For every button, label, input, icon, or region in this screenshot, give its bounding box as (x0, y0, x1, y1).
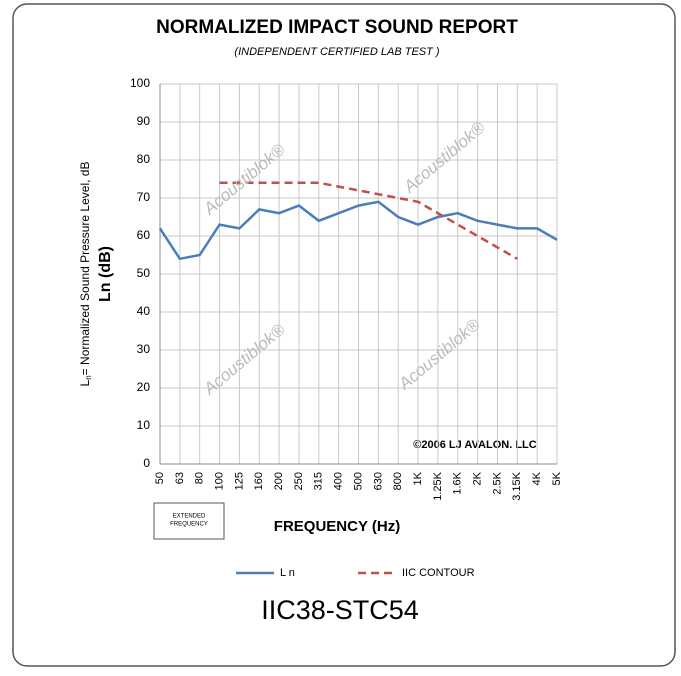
x-axis-label: FREQUENCY (Hz) (274, 518, 400, 535)
x-tick-label: 5K (551, 471, 563, 485)
y-tick-label: 0 (143, 456, 150, 470)
x-tick-label: 200 (273, 472, 285, 490)
y-tick-label: 90 (137, 114, 151, 128)
y-tick-label: 80 (137, 152, 151, 166)
x-tick-label: 400 (333, 472, 345, 490)
series-line (158, 200, 558, 261)
y-label-sub: n (84, 375, 93, 379)
y-tick-label: 70 (137, 190, 151, 204)
extended-note: FREQUENCY (170, 522, 208, 528)
extended-box (153, 502, 225, 540)
y-axis-label: Ln= Normalized Sound Pressure Level, dB (78, 162, 93, 387)
x-tick-label: 315 (313, 472, 325, 490)
x-tick-label: 160 (253, 472, 265, 490)
y-tick-label: 50 (137, 266, 151, 280)
x-tick-label: 2K (472, 471, 484, 485)
extended-note: EXTENDED (173, 514, 206, 520)
x-tick-label: 100 (213, 472, 225, 490)
series-line (219, 181, 518, 260)
y-tick-label: 10 (137, 418, 151, 432)
x-tick-label: 1.25K (432, 471, 444, 500)
y-label-part: = Normalized Sound Pressure Level, dB (78, 162, 92, 376)
x-tick-label: 630 (372, 472, 384, 490)
x-tick-label: 1K (412, 471, 424, 485)
x-tick-label: 1.6K (452, 471, 464, 494)
x-tick-label: 125 (233, 472, 245, 490)
legend-label: IIC CONTOUR (402, 567, 475, 579)
y-tick-label: 60 (137, 228, 151, 242)
x-tick-label: 80 (194, 472, 206, 484)
y-tick-label: 30 (137, 342, 151, 356)
footer: IIC38-STC54 (261, 595, 419, 625)
y-tick-label: 100 (130, 76, 150, 90)
x-tick-label: 4K (531, 471, 543, 485)
page-frame (12, 3, 676, 667)
copyright: ©2006 LJ AVALON. LLC (413, 439, 536, 451)
y-label-part: L (78, 379, 92, 386)
x-tick-label: 2.5K (491, 471, 503, 494)
chart-title: NORMALIZED IMPACT SOUND REPORT (156, 17, 518, 38)
x-tick-label: 50 (154, 472, 166, 484)
x-tick-label: 500 (352, 472, 364, 490)
chart-subtitle: (INDEPENDENT CERTIFIED LAB TEST ) (234, 46, 439, 58)
x-tick-label: 250 (293, 472, 305, 490)
x-tick-label: 3.15K (511, 471, 523, 500)
legend-label: L n (280, 567, 295, 579)
y-tick-label: 40 (137, 304, 151, 318)
x-tick-label: 63 (174, 472, 186, 484)
y-axis-label-main: Ln (dB) (97, 246, 114, 302)
x-tick-label: 800 (392, 472, 404, 490)
y-tick-label: 20 (137, 380, 151, 394)
